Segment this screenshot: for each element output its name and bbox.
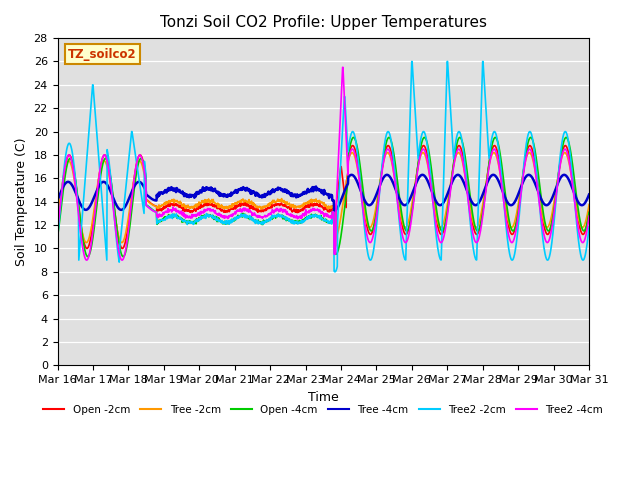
Text: TZ_soilco2: TZ_soilco2 xyxy=(68,48,137,61)
Line: Open -2cm: Open -2cm xyxy=(58,145,589,249)
Tree -2cm xyxy=(357,185,365,191)
Tree -4cm xyxy=(356,187,364,192)
Open -4cm xyxy=(357,168,365,173)
Tree -4cm xyxy=(330,208,338,214)
Tree -4cm xyxy=(454,172,461,178)
Line: Tree -2cm: Tree -2cm xyxy=(58,153,589,242)
Tree2 -2cm xyxy=(300,217,307,223)
Tree2 -2cm xyxy=(356,180,364,185)
Legend: Open -2cm, Tree -2cm, Open -4cm, Tree -4cm, Tree2 -2cm, Tree2 -4cm: Open -2cm, Tree -2cm, Open -4cm, Tree -4… xyxy=(39,401,607,419)
Open -2cm xyxy=(54,221,61,227)
Title: Tonzi Soil CO2 Profile: Upper Temperatures: Tonzi Soil CO2 Profile: Upper Temperatur… xyxy=(160,15,487,30)
Tree -2cm xyxy=(348,150,356,156)
Tree2 -4cm xyxy=(116,254,124,260)
Tree -2cm xyxy=(291,204,298,209)
Open -4cm xyxy=(350,134,358,140)
Open -4cm xyxy=(585,210,593,216)
Tree2 -2cm xyxy=(116,239,124,244)
Tree -2cm xyxy=(585,202,593,207)
Tree -2cm xyxy=(95,175,102,181)
Open -4cm xyxy=(116,247,124,253)
Tree2 -2cm xyxy=(290,221,298,227)
Open -4cm xyxy=(280,213,287,219)
Open -4cm xyxy=(119,254,127,260)
Tree -4cm xyxy=(279,189,287,194)
Open -4cm xyxy=(54,234,61,240)
Tree -4cm xyxy=(95,184,102,190)
Line: Tree -4cm: Tree -4cm xyxy=(58,175,589,211)
Open -2cm xyxy=(117,243,125,249)
Open -4cm xyxy=(291,220,298,226)
Open -4cm xyxy=(95,187,102,193)
Open -2cm xyxy=(280,203,287,208)
Tree -4cm xyxy=(300,191,307,197)
Tree2 -4cm xyxy=(585,213,593,219)
Tree2 -2cm xyxy=(331,269,339,275)
Tree2 -4cm xyxy=(300,211,308,217)
Tree -4cm xyxy=(585,192,593,197)
Open -2cm xyxy=(95,173,103,179)
Tree2 -4cm xyxy=(118,257,126,263)
Tree -4cm xyxy=(54,197,61,203)
Tree -2cm xyxy=(54,215,61,220)
Line: Tree2 -2cm: Tree2 -2cm xyxy=(58,61,589,272)
Tree -2cm xyxy=(300,203,308,208)
Line: Open -4cm: Open -4cm xyxy=(58,137,589,257)
Tree2 -4cm xyxy=(357,188,365,194)
Tree2 -2cm xyxy=(95,154,102,160)
Open -2cm xyxy=(291,207,298,213)
Tree2 -4cm xyxy=(291,213,298,219)
Open -2cm xyxy=(585,208,593,214)
Tree2 -2cm xyxy=(585,224,593,229)
Tree2 -4cm xyxy=(54,228,61,233)
Tree -4cm xyxy=(116,207,124,213)
Tree -4cm xyxy=(290,193,298,199)
Open -2cm xyxy=(356,178,364,183)
Tree2 -4cm xyxy=(280,206,287,212)
Open -2cm xyxy=(561,143,569,148)
Tree -2cm xyxy=(280,199,287,205)
Tree2 -2cm xyxy=(279,213,287,219)
Open -2cm xyxy=(83,246,91,252)
Y-axis label: Soil Temperature (C): Soil Temperature (C) xyxy=(15,137,28,266)
Tree -2cm xyxy=(118,240,125,245)
Tree2 -2cm xyxy=(408,59,415,64)
Tree -2cm xyxy=(116,238,124,244)
X-axis label: Time: Time xyxy=(308,391,339,404)
Line: Tree2 -4cm: Tree2 -4cm xyxy=(58,67,589,260)
Tree2 -2cm xyxy=(54,236,61,241)
Tree2 -4cm xyxy=(95,177,102,182)
Tree2 -4cm xyxy=(339,64,346,70)
Open -4cm xyxy=(300,218,308,224)
Open -2cm xyxy=(300,206,308,212)
